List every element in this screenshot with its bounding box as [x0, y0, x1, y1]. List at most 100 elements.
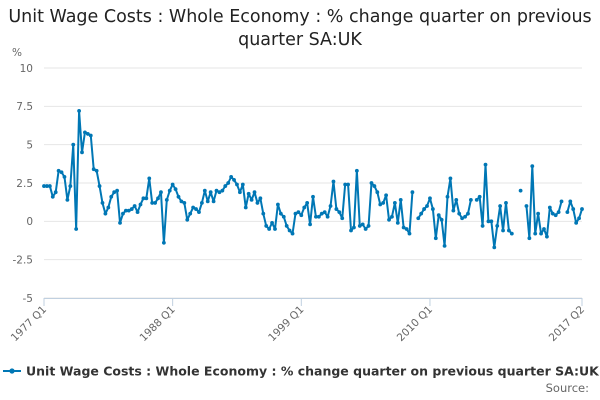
data-point[interactable] — [217, 190, 222, 195]
data-point[interactable] — [559, 199, 564, 204]
data-point[interactable] — [208, 190, 213, 195]
data-point[interactable] — [457, 211, 462, 216]
data-point[interactable] — [197, 210, 201, 215]
data-point[interactable] — [349, 228, 353, 233]
data-point[interactable] — [255, 201, 260, 205]
data-point[interactable] — [398, 197, 403, 202]
data-point[interactable] — [311, 194, 315, 199]
data-point[interactable] — [252, 190, 257, 195]
data-point[interactable] — [159, 190, 163, 195]
data-point[interactable] — [188, 211, 193, 216]
data-point[interactable] — [378, 202, 383, 207]
data-point[interactable] — [94, 168, 99, 173]
data-point[interactable] — [144, 196, 149, 201]
data-point[interactable] — [264, 224, 269, 228]
data-point[interactable] — [387, 217, 391, 222]
data-point[interactable] — [357, 224, 362, 228]
data-point[interactable] — [436, 213, 441, 218]
data-point[interactable] — [191, 205, 196, 210]
data-point[interactable] — [316, 214, 321, 219]
data-point[interactable] — [556, 210, 561, 215]
data-point[interactable] — [369, 181, 374, 185]
data-point[interactable] — [308, 222, 312, 227]
data-point[interactable] — [466, 211, 470, 216]
data-point[interactable] — [404, 227, 409, 231]
data-point[interactable] — [296, 210, 301, 215]
data-point[interactable] — [360, 222, 365, 227]
data-point[interactable] — [287, 228, 292, 233]
data-point[interactable] — [270, 220, 274, 225]
data-point[interactable] — [407, 231, 412, 236]
data-point[interactable] — [164, 197, 169, 202]
data-point[interactable] — [533, 231, 538, 236]
data-point[interactable] — [460, 216, 465, 221]
data-point[interactable] — [83, 130, 87, 135]
data-point[interactable] — [281, 214, 286, 219]
data-point[interactable] — [539, 231, 543, 236]
data-point[interactable] — [372, 184, 377, 188]
data-point[interactable] — [65, 197, 70, 202]
data-point[interactable] — [401, 225, 406, 230]
data-point[interactable] — [451, 208, 456, 213]
data-point[interactable] — [121, 211, 125, 216]
data-point[interactable] — [428, 196, 432, 201]
data-point[interactable] — [235, 182, 239, 187]
data-point[interactable] — [547, 205, 552, 210]
data-point[interactable] — [343, 182, 348, 187]
data-point[interactable] — [524, 204, 529, 208]
data-point[interactable] — [205, 199, 210, 204]
data-point[interactable] — [468, 197, 473, 202]
data-point[interactable] — [243, 205, 248, 210]
data-point[interactable] — [498, 204, 503, 208]
data-point[interactable] — [211, 199, 216, 204]
data-point[interactable] — [229, 174, 234, 179]
data-point[interactable] — [474, 197, 479, 202]
data-point[interactable] — [293, 211, 298, 216]
data-point[interactable] — [118, 220, 122, 225]
data-point[interactable] — [276, 202, 280, 207]
data-point[interactable] — [199, 201, 204, 205]
data-point[interactable] — [550, 211, 555, 216]
data-point[interactable] — [314, 214, 318, 219]
data-point[interactable] — [53, 190, 58, 195]
data-point[interactable] — [463, 214, 467, 219]
data-point[interactable] — [135, 210, 140, 215]
data-point[interactable] — [100, 201, 105, 205]
data-point[interactable] — [501, 228, 505, 233]
data-point[interactable] — [112, 190, 117, 195]
data-point[interactable] — [240, 182, 245, 187]
data-point[interactable] — [328, 204, 333, 208]
data-point[interactable] — [504, 201, 508, 205]
data-point[interactable] — [232, 178, 236, 182]
data-point[interactable] — [45, 184, 49, 188]
data-point[interactable] — [71, 142, 76, 147]
data-point[interactable] — [106, 205, 111, 210]
data-point[interactable] — [322, 210, 327, 215]
data-point[interactable] — [123, 208, 128, 213]
data-point[interactable] — [129, 207, 134, 211]
data-point[interactable] — [223, 184, 228, 188]
data-point[interactable] — [290, 231, 295, 236]
data-point[interactable] — [439, 217, 444, 222]
data-point[interactable] — [545, 234, 549, 239]
data-point[interactable] — [302, 205, 307, 210]
data-point[interactable] — [173, 187, 178, 192]
data-point[interactable] — [194, 207, 198, 211]
data-point[interactable] — [425, 204, 429, 208]
data-point[interactable] — [153, 201, 158, 205]
data-point[interactable] — [167, 188, 172, 193]
data-point[interactable] — [483, 162, 488, 167]
data-point[interactable] — [156, 196, 160, 201]
data-point[interactable] — [261, 211, 266, 216]
data-point[interactable] — [395, 220, 400, 225]
data-point[interactable] — [422, 207, 427, 211]
data-point[interactable] — [103, 211, 108, 216]
data-point[interactable] — [246, 191, 251, 196]
data-point[interactable] — [536, 211, 541, 216]
legend-series-label[interactable]: Unit Wage Costs : Whole Economy : % chan… — [26, 364, 600, 379]
data-point[interactable] — [150, 201, 155, 205]
data-point[interactable] — [77, 109, 81, 113]
data-point[interactable] — [384, 193, 388, 198]
data-point[interactable] — [226, 181, 231, 185]
data-point[interactable] — [577, 216, 581, 221]
